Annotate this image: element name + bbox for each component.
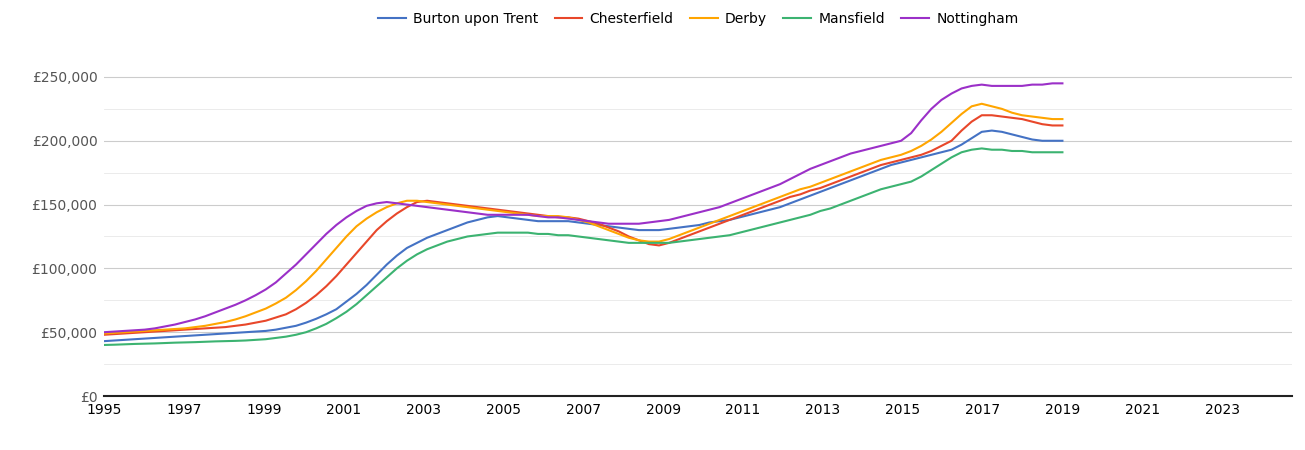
Chesterfield	[611, 229, 626, 234]
Chesterfield	[1054, 123, 1070, 128]
Nottingham	[581, 218, 596, 224]
Line: Nottingham: Nottingham	[104, 83, 1062, 332]
Burton upon Trent	[984, 128, 1000, 133]
Line: Mansfield: Mansfield	[104, 148, 1062, 345]
Derby	[974, 101, 989, 107]
Burton upon Trent	[581, 221, 596, 226]
Nottingham	[1044, 81, 1060, 86]
Chesterfield	[581, 218, 596, 224]
Mansfield	[984, 147, 1000, 153]
Burton upon Trent	[1054, 138, 1070, 144]
Nottingham	[369, 201, 385, 206]
Nottingham	[227, 302, 243, 307]
Derby	[510, 211, 526, 216]
Derby	[97, 331, 112, 336]
Burton upon Trent	[974, 129, 989, 135]
Derby	[369, 210, 385, 215]
Derby	[581, 220, 596, 225]
Derby	[227, 317, 243, 322]
Derby	[1054, 117, 1070, 122]
Burton upon Trent	[611, 225, 626, 230]
Burton upon Trent	[510, 216, 526, 221]
Chesterfield	[974, 112, 989, 118]
Burton upon Trent	[369, 272, 385, 278]
Legend: Burton upon Trent, Chesterfield, Derby, Mansfield, Nottingham: Burton upon Trent, Chesterfield, Derby, …	[372, 6, 1024, 32]
Derby	[984, 104, 1000, 109]
Chesterfield	[984, 112, 1000, 118]
Chesterfield	[510, 210, 526, 215]
Mansfield	[611, 239, 626, 244]
Mansfield	[369, 284, 385, 289]
Derby	[611, 231, 626, 237]
Nottingham	[510, 212, 526, 217]
Mansfield	[227, 338, 243, 343]
Burton upon Trent	[227, 330, 243, 336]
Line: Chesterfield: Chesterfield	[104, 115, 1062, 335]
Nottingham	[974, 82, 989, 87]
Chesterfield	[97, 332, 112, 338]
Line: Derby: Derby	[104, 104, 1062, 333]
Chesterfield	[369, 227, 385, 233]
Mansfield	[581, 235, 596, 240]
Mansfield	[1054, 149, 1070, 155]
Nottingham	[97, 329, 112, 335]
Chesterfield	[227, 323, 243, 328]
Nottingham	[611, 221, 626, 226]
Mansfield	[974, 146, 989, 151]
Mansfield	[510, 230, 526, 235]
Line: Burton upon Trent: Burton upon Trent	[104, 130, 1062, 341]
Mansfield	[97, 342, 112, 348]
Burton upon Trent	[97, 338, 112, 344]
Nottingham	[1054, 81, 1070, 86]
